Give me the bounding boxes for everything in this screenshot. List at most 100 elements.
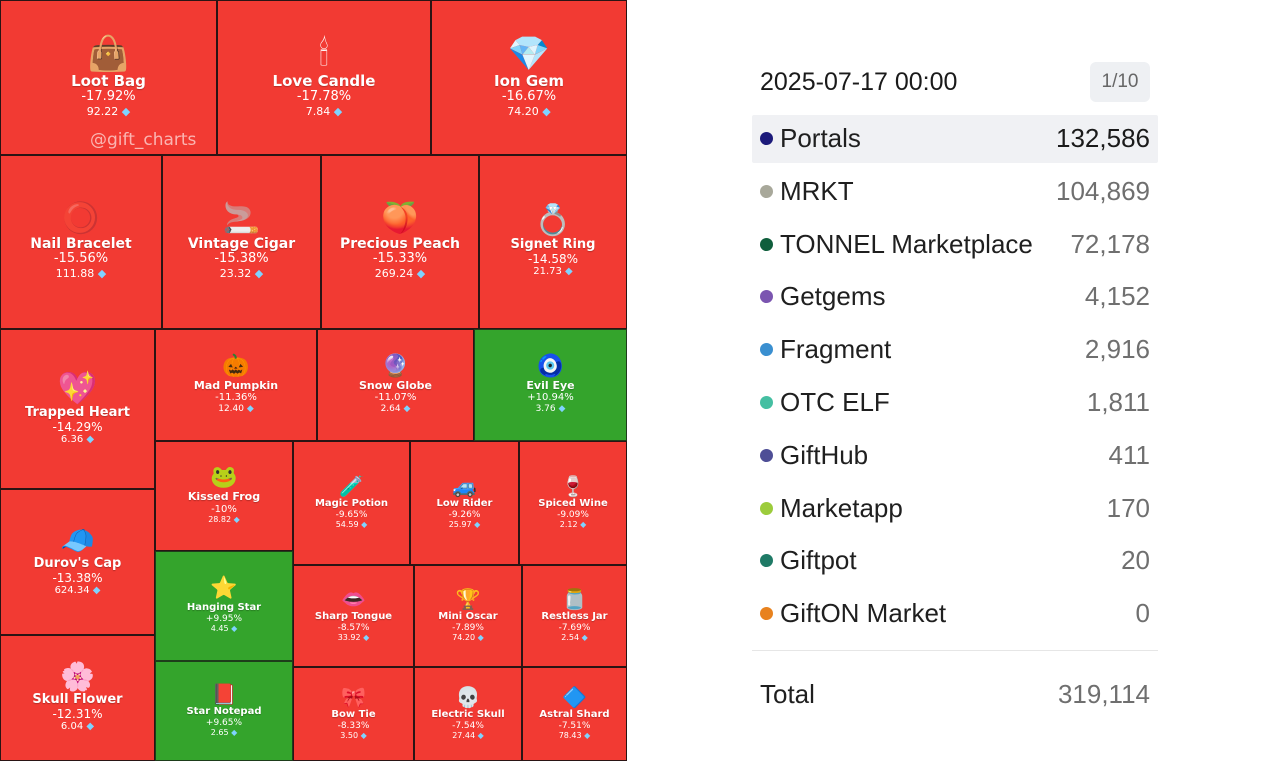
gift-tile[interactable]: 📕 Star Notepad +9.65% 2.65 ◆ (155, 661, 293, 761)
snow-globe-icon: 🔮 (381, 353, 410, 379)
market-name: OTC ELF (780, 386, 890, 417)
market-row[interactable]: MRKT 104,869 (752, 168, 1158, 216)
market-value: 1,811 (1086, 386, 1150, 417)
page-indicator[interactable]: 1/10 (1090, 62, 1150, 102)
trophy-icon: 🏆 (455, 587, 481, 612)
gift-tile[interactable]: 💖 Trapped Heart -14.29% 6.36 ◆ (0, 329, 155, 489)
market-row[interactable]: Getgems 4,152 (752, 273, 1158, 321)
gift-tile[interactable]: 💍 Signet Ring -14.58% 21.73 ◆ (479, 155, 627, 329)
gift-price-value: 92.22 (86, 105, 119, 118)
gift-tile[interactable]: 🚙 Low Rider -9.26% 25.97 ◆ (410, 441, 519, 565)
gift-price-value: 54.59 (335, 520, 359, 530)
gift-tile[interactable]: 🕯 Love Candle -17.78% 7.84 ◆ (217, 0, 431, 155)
gift-change: -13.38% (52, 570, 103, 585)
gift-name: Magic Potion (314, 498, 389, 510)
diamond-icon: ◆ (475, 731, 484, 741)
gift-name: Nail Bracelet (30, 235, 132, 252)
gift-tile[interactable]: ⭐ Hanging Star +9.95% 4.45 ◆ (155, 551, 293, 661)
legend-dot-icon (760, 554, 773, 568)
gift-name: Evil Eye (526, 378, 575, 392)
gift-tile[interactable]: 🎃 Mad Pumpkin -11.36% 12.40 ◆ (155, 329, 317, 441)
legend-dot-icon (760, 290, 773, 304)
market-value: 20 (1121, 545, 1150, 576)
market-name: Marketapp (780, 492, 903, 523)
gift-tile[interactable]: 🔮 Snow Globe -11.07% 2.64 ◆ (317, 329, 474, 441)
gift-price-value: 74.20 (507, 105, 539, 118)
gift-change: -7.89% (452, 622, 484, 633)
market-row[interactable]: Giftpot 20 (752, 537, 1158, 585)
gift-price: 6.04 ◆ (61, 721, 94, 733)
gift-tile[interactable]: ⭕ Nail Bracelet -15.56% 111.88 ◆ (0, 155, 162, 329)
gift-change: -16.67% (501, 89, 557, 105)
gift-name: Durov's Cap (33, 555, 122, 571)
gift-price-value: 25.97 (448, 520, 472, 530)
car-icon: 🚙 (452, 474, 477, 499)
diamond-icon: ◆ (577, 520, 587, 530)
gift-price: 92.22 ◆ (87, 105, 130, 118)
gift-tile[interactable]: 🏆 Mini Oscar -7.89% 74.20 ◆ (414, 565, 522, 667)
bag-icon: 👜 (87, 33, 130, 74)
diamond-icon: ◆ (89, 585, 101, 597)
market-row[interactable]: GiftHub 411 (752, 432, 1158, 480)
gift-tile[interactable]: 🔷 Astral Shard -7.51% 78.43 ◆ (522, 667, 627, 761)
gift-change: -9.65% (335, 509, 368, 520)
panel-datetime: 2025-07-17 00:00 (760, 68, 958, 96)
gift-price: 4.45 ◆ (211, 624, 238, 634)
diamond-icon: ◆ (400, 403, 411, 414)
gift-tile[interactable]: 🧪 Magic Potion -9.65% 54.59 ◆ (293, 441, 410, 565)
diamond-icon: ◆ (413, 266, 426, 280)
market-value: 132,586 (1056, 123, 1150, 153)
market-list: Portals 132,586 MRKT 104,869 TONNEL Marketpl… (752, 115, 1158, 638)
divider (752, 650, 1158, 652)
gift-tile[interactable]: 💎 Ion Gem -16.67% 74.20 ◆ (431, 0, 627, 155)
gift-tile[interactable]: 🧿 Evil Eye +10.94% 3.76 ◆ (474, 329, 627, 441)
market-name: Portals (780, 123, 861, 153)
gift-name: Restless Jar (541, 611, 608, 623)
legend-dot-icon (760, 343, 773, 357)
gift-tile[interactable]: 🐸 Kissed Frog -10% 28.82 ◆ (155, 441, 293, 551)
gift-price-value: 7.84 (305, 105, 331, 118)
gift-tile[interactable]: 🍑 Precious Peach -15.33% 269.24 ◆ (321, 155, 479, 329)
gift-tile[interactable]: 🫙 Restless Jar -7.69% 2.54 ◆ (522, 565, 627, 667)
gift-change: -11.07% (374, 392, 417, 404)
gift-price: 54.59 ◆ (336, 520, 368, 530)
gift-tile[interactable]: 🧢 Durov's Cap -13.38% 624.34 ◆ (0, 489, 155, 635)
legend-dot-icon (760, 395, 773, 409)
gift-price: 28.82 ◆ (208, 515, 240, 525)
gift-price-value: 33.92 (337, 633, 361, 643)
market-name: Getgems (780, 281, 886, 312)
gift-name: Trapped Heart (25, 404, 130, 420)
market-row[interactable]: GiftON Market 0 (752, 590, 1158, 638)
gift-tile[interactable]: 👜 Loot Bag -17.92% 92.22 ◆ (0, 0, 217, 155)
market-name: GiftON Market (780, 598, 947, 629)
gift-tile[interactable]: 👄 Sharp Tongue -8.57% 33.92 ◆ (293, 565, 414, 667)
gift-price-value: 3.50 (340, 731, 359, 741)
gift-tile[interactable]: 🚬 Vintage Cigar -15.38% 23.32 ◆ (162, 155, 321, 329)
gift-tile[interactable]: 🌸 Skull Flower -12.31% 6.04 ◆ (0, 635, 155, 761)
gift-name: Skull Flower (32, 691, 123, 707)
gift-price-value: 111.88 (55, 266, 95, 280)
market-row[interactable]: OTC ELF 1,811 (752, 379, 1158, 427)
gift-name: Astral Shard (539, 709, 610, 721)
diamond-icon: ◆ (83, 721, 95, 733)
panel-header: 2025-07-17 00:00 1/10 (752, 58, 1158, 108)
market-value: 170 (1106, 492, 1150, 523)
gift-price-value: 27.44 (452, 731, 476, 741)
gift-change: -14.29% (52, 419, 103, 434)
market-row[interactable]: Marketapp 170 (752, 485, 1158, 533)
gift-price-value: 21.73 (533, 266, 562, 278)
gift-tile[interactable]: 💀 Electric Skull -7.54% 27.44 ◆ (414, 667, 522, 761)
gift-name: Sharp Tongue (314, 611, 393, 623)
gift-name: Signet Ring (510, 236, 596, 252)
skull-icon: 💀 (455, 685, 481, 710)
market-row[interactable]: Fragment 2,916 (752, 326, 1158, 374)
gift-price-value: 4.45 (210, 624, 229, 634)
market-row[interactable]: TONNEL Marketplace 72,178 (752, 221, 1158, 269)
gift-change: -14.58% (527, 251, 579, 266)
star-icon: ⭐ (210, 576, 238, 602)
gift-tile[interactable]: 🍷 Spiced Wine -9.09% 2.12 ◆ (519, 441, 627, 565)
gift-tile[interactable]: 🎀 Bow Tie -8.33% 3.50 ◆ (293, 667, 414, 761)
gift-change: -8.33% (337, 720, 370, 731)
market-row[interactable]: Portals 132,586 (752, 115, 1158, 163)
gift-price-value: 74.20 (452, 633, 476, 643)
